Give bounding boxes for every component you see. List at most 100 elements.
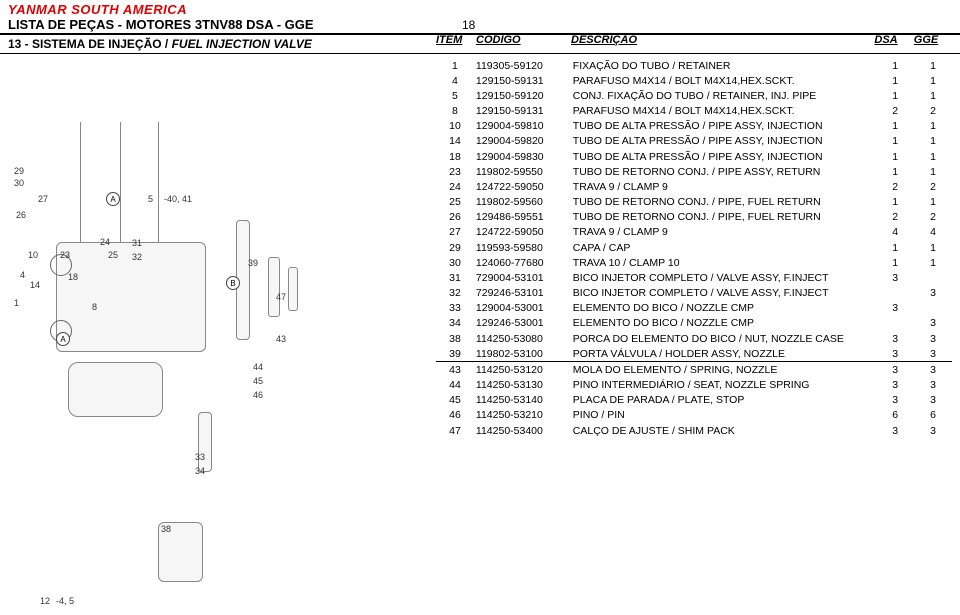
- cell-descricao: ELEMENTO DO BICO / NOZZLE CMP: [571, 316, 876, 331]
- diag-num: 30: [14, 178, 24, 188]
- page-title: LISTA DE PEÇAS - MOTORES 3TNV88 DSA - GG…: [8, 17, 314, 32]
- cell-codigo: 129004-59820: [474, 134, 571, 149]
- cell-codigo: 119305-59120: [474, 58, 571, 73]
- table-row: 4129150-59131PARAFUSO M4X14 / BOLT M4X14…: [436, 73, 952, 88]
- table-row: 32729246-53101BICO INJETOR COMPLETO / VA…: [436, 286, 952, 301]
- diag-num: 32: [132, 252, 142, 262]
- table-row: 10129004-59810TUBO DE ALTA PRESSÃO / PIP…: [436, 119, 952, 134]
- cell-descricao: PARAFUSO M4X14 / BOLT M4X14,HEX.SCKT.: [571, 104, 876, 119]
- cell-item: 8: [436, 104, 474, 119]
- table-row: 24124722-59050TRAVA 9 / CLAMP 922: [436, 179, 952, 194]
- cell-codigo: 129004-53001: [474, 301, 571, 316]
- cell-item: 33: [436, 301, 474, 316]
- diag-num: 10: [28, 250, 38, 260]
- table-row: 46114250-53210PINO / PIN66: [436, 408, 952, 423]
- cell-item: 34: [436, 316, 474, 331]
- cell-gge: 2: [914, 179, 952, 194]
- table-row: 30124060-77680TRAVA 10 / CLAMP 1011: [436, 255, 952, 270]
- cell-gge: 3: [914, 362, 952, 378]
- cell-descricao: CONJ. FIXAÇÃO DO TUBO / RETAINER, INJ. P…: [571, 88, 876, 103]
- column-headers: ITEM CÓDIGO DESCRIÇÃO DSA GGE: [436, 34, 946, 46]
- diag-side: -40, 41: [164, 194, 192, 204]
- table-row: 25119802-59560TUBO DE RETORNO CONJ. / PI…: [436, 195, 952, 210]
- cell-dsa: 3: [876, 378, 914, 393]
- diag-foot: -4, 5: [56, 596, 74, 606]
- diag-num: 23: [60, 250, 70, 260]
- diag-num: 1: [14, 298, 19, 308]
- exploded-diagram: A B A 1 4 5 8 10 14 18 23 24 25 26 27 29…: [0, 54, 432, 614]
- table-row: 31729004-53101BICO INJETOR COMPLETO / VA…: [436, 270, 952, 285]
- cell-descricao: TRAVA 9 / CLAMP 9: [571, 225, 876, 240]
- cell-descricao: BICO INJETOR COMPLETO / VALVE ASSY, F.IN…: [571, 270, 876, 285]
- cell-descricao: TUBO DE RETORNO CONJ. / PIPE, FUEL RETUR…: [571, 210, 876, 225]
- cell-dsa: 1: [876, 58, 914, 73]
- table-row: 8129150-59131PARAFUSO M4X14 / BOLT M4X14…: [436, 104, 952, 119]
- cell-item: 32: [436, 286, 474, 301]
- cell-descricao: FIXAÇÃO DO TUBO / RETAINER: [571, 58, 876, 73]
- cell-descricao: TUBO DE RETORNO CONJ. / PIPE ASSY, RETUR…: [571, 164, 876, 179]
- cell-gge: 3: [914, 286, 952, 301]
- diag-num: 46: [253, 390, 263, 400]
- cell-gge: 2: [914, 210, 952, 225]
- table-row: 27124722-59050TRAVA 9 / CLAMP 944: [436, 225, 952, 240]
- cell-codigo: 129150-59131: [474, 73, 571, 88]
- cell-descricao: TUBO DE ALTA PRESSÃO / PIPE ASSY, INJECT…: [571, 134, 876, 149]
- diag-num: 45: [253, 376, 263, 386]
- cell-codigo: 119802-53100: [474, 346, 571, 362]
- cell-descricao: PINO INTERMEDIÁRIO / SEAT, NOZZLE SPRING: [571, 378, 876, 393]
- table-row: 26129486-59551TUBO DE RETORNO CONJ. / PI…: [436, 210, 952, 225]
- table-row: 1119305-59120FIXAÇÃO DO TUBO / RETAINER1…: [436, 58, 952, 73]
- cell-dsa: 3: [876, 346, 914, 362]
- cell-codigo: 129004-59810: [474, 119, 571, 134]
- table-row: 44114250-53130PINO INTERMEDIÁRIO / SEAT,…: [436, 378, 952, 393]
- diag-num: 44: [253, 362, 263, 372]
- cell-item: 39: [436, 346, 474, 362]
- cell-dsa: 3: [876, 362, 914, 378]
- table-row: 5129150-59120CONJ. FIXAÇÃO DO TUBO / RET…: [436, 88, 952, 103]
- cell-gge: 4: [914, 225, 952, 240]
- cell-item: 24: [436, 179, 474, 194]
- cell-item: 31: [436, 270, 474, 285]
- cell-descricao: PINO / PIN: [571, 408, 876, 423]
- diagram-callout-a2: A: [56, 332, 70, 346]
- diag-num: 26: [16, 210, 26, 220]
- cell-dsa: 2: [876, 179, 914, 194]
- cell-gge: 1: [914, 240, 952, 255]
- diag-num: 27: [38, 194, 48, 204]
- cell-dsa: [876, 286, 914, 301]
- cell-dsa: 1: [876, 88, 914, 103]
- cell-dsa: 1: [876, 240, 914, 255]
- cell-dsa: 3: [876, 331, 914, 346]
- table-row: 18129004-59830TUBO DE ALTA PRESSÃO / PIP…: [436, 149, 952, 164]
- cell-dsa: 3: [876, 301, 914, 316]
- cell-codigo: 114250-53080: [474, 331, 571, 346]
- cell-gge: 1: [914, 195, 952, 210]
- cell-gge: 3: [914, 316, 952, 331]
- cell-codigo: 124722-59050: [474, 179, 571, 194]
- diag-num: 4: [20, 270, 25, 280]
- cell-item: 38: [436, 331, 474, 346]
- diag-num: 5: [148, 194, 153, 204]
- parts-table: 1119305-59120FIXAÇÃO DO TUBO / RETAINER1…: [432, 54, 960, 614]
- cell-item: 27: [436, 225, 474, 240]
- col-descricao: DESCRIÇÃO: [571, 34, 866, 46]
- cell-dsa: 6: [876, 408, 914, 423]
- cell-gge: 1: [914, 58, 952, 73]
- diag-num: 43: [276, 334, 286, 344]
- diag-num: 39: [248, 258, 258, 268]
- cell-dsa: 1: [876, 195, 914, 210]
- table-row: 45114250-53140PLACA DE PARADA / PLATE, S…: [436, 393, 952, 408]
- diag-num: 31: [132, 238, 142, 248]
- cell-descricao: TRAVA 9 / CLAMP 9: [571, 179, 876, 194]
- cell-item: 4: [436, 73, 474, 88]
- cell-item: 30: [436, 255, 474, 270]
- cell-codigo: 129246-53001: [474, 316, 571, 331]
- cell-dsa: [876, 316, 914, 331]
- diag-num: 34: [195, 466, 205, 476]
- diag-num: 24: [100, 237, 110, 247]
- cell-item: 45: [436, 393, 474, 408]
- cell-dsa: 3: [876, 270, 914, 285]
- cell-item: 18: [436, 149, 474, 164]
- cell-item: 47: [436, 423, 474, 438]
- col-item: ITEM: [436, 34, 476, 46]
